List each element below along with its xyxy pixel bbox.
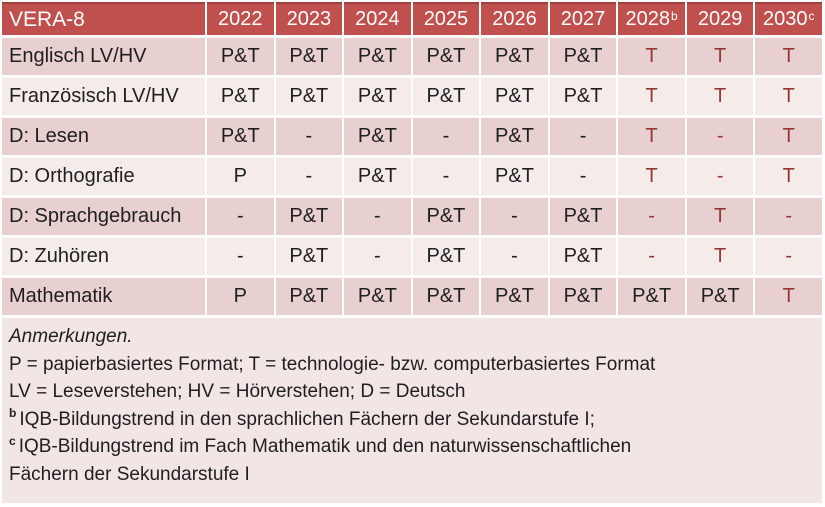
value-cell: T <box>618 158 685 195</box>
value-cell: P&T <box>344 158 411 195</box>
value-cell: - <box>618 198 685 235</box>
year-header-cell: 2028 b <box>618 2 685 35</box>
value-cell: - <box>481 238 548 275</box>
value-cell: T <box>686 78 754 115</box>
value-cell: P&T <box>686 278 754 315</box>
row-label-cell: D: Orthografie <box>2 158 205 195</box>
row-label-cell: Französisch LV/HV <box>2 78 205 115</box>
value-cell: P&T <box>207 78 274 115</box>
value-cell: P&T <box>549 78 617 115</box>
value-cell: T <box>618 118 685 155</box>
value-cell: P&T <box>275 238 343 275</box>
value-cell: P <box>207 278 274 315</box>
year-header-cell: 2027 <box>549 2 617 35</box>
value-cell: - <box>755 198 822 235</box>
note-line: Fächern der Sekundarstufe I <box>9 463 250 485</box>
value-cell: T <box>686 198 754 235</box>
value-cell: - <box>481 198 548 235</box>
value-cell: P&T <box>275 278 343 315</box>
year-header-cell: 2023 <box>275 2 343 35</box>
year-header-cell: 2030 c <box>755 2 822 35</box>
value-cell: - <box>344 198 411 235</box>
value-cell: - <box>207 238 274 275</box>
value-cell: T <box>755 118 822 155</box>
value-cell: - <box>275 158 343 195</box>
row-label-cell: D: Lesen <box>2 118 205 155</box>
row-label-cell: Mathematik <box>2 278 205 315</box>
value-cell: P&T <box>412 238 480 275</box>
value-cell: P&T <box>275 38 343 75</box>
value-cell: - <box>618 238 685 275</box>
note-line: c IQB-Bildungstrend im Fach Mathematik un… <box>9 433 632 457</box>
value-cell: P&T <box>344 38 411 75</box>
note-line: b IQB-Bildungstrend in den sprachlichen F… <box>9 406 595 430</box>
value-cell: - <box>412 118 480 155</box>
row-label-cell: Englisch LV/HV <box>2 38 205 75</box>
vera8-table: VERA-8 2022 2023 2024 2025 2026 2027 2028 b 2029 2… <box>2 2 822 315</box>
value-cell: P&T <box>481 78 548 115</box>
value-cell: - <box>755 238 822 275</box>
value-cell: P&T <box>549 238 617 275</box>
value-cell: T <box>686 238 754 275</box>
value-cell: T <box>686 38 754 75</box>
value-cell: T <box>618 78 685 115</box>
value-cell: P&T <box>344 278 411 315</box>
value-cell: - <box>344 238 411 275</box>
year-header-cell: 2029 <box>686 2 754 35</box>
value-cell: P&T <box>618 278 685 315</box>
value-cell: P&T <box>412 38 480 75</box>
value-cell: P&T <box>207 38 274 75</box>
note-line: LV = Leseverstehen; HV = Hörverstehen; D… <box>9 381 466 402</box>
year-header-cell: 2025 <box>412 2 480 35</box>
notes-heading: Anmerkungen. <box>9 326 133 347</box>
value-cell: - <box>412 158 480 195</box>
row-label-cell: D: Sprachgebrauch <box>2 198 205 235</box>
year-header-cell: 2022 <box>207 2 274 35</box>
year-header-cell: 2026 <box>481 2 548 35</box>
value-cell: - <box>686 158 754 195</box>
value-cell: T <box>755 158 822 195</box>
value-cell: P&T <box>481 118 548 155</box>
value-cell: P&T <box>207 118 274 155</box>
value-cell: P&T <box>481 158 548 195</box>
value-cell: - <box>275 118 343 155</box>
value-cell: P&T <box>344 78 411 115</box>
note-line: P = papierbasiertes Format; T = technolo… <box>9 353 656 375</box>
value-cell: P&T <box>549 198 617 235</box>
value-cell: P&T <box>481 38 548 75</box>
value-cell: - <box>207 198 274 235</box>
value-cell: P&T <box>549 278 617 315</box>
value-cell: P&T <box>275 198 343 235</box>
value-cell: P&T <box>412 198 480 235</box>
value-cell: P&T <box>344 118 411 155</box>
value-cell: T <box>755 278 822 315</box>
value-cell: P&T <box>412 78 480 115</box>
value-cell: P&T <box>275 78 343 115</box>
value-cell: T <box>618 38 685 75</box>
year-header-cell: 2024 <box>344 2 411 35</box>
value-cell: P <box>207 158 274 195</box>
value-cell: P&T <box>481 278 548 315</box>
notes-lines: P = papierbasiertes Format; T = technolo… <box>9 351 815 489</box>
value-cell: T <box>755 38 822 75</box>
row-label-cell: D: Zuhören <box>2 238 205 275</box>
value-cell: P&T <box>412 278 480 315</box>
notes-block: Anmerkungen. P = papierbasiertes Format;… <box>2 318 822 503</box>
value-cell: - <box>549 158 617 195</box>
value-cell: - <box>549 118 617 155</box>
value-cell: P&T <box>549 38 617 75</box>
value-cell: T <box>755 78 822 115</box>
table-title-cell: VERA-8 <box>2 2 205 35</box>
value-cell: - <box>686 118 754 155</box>
